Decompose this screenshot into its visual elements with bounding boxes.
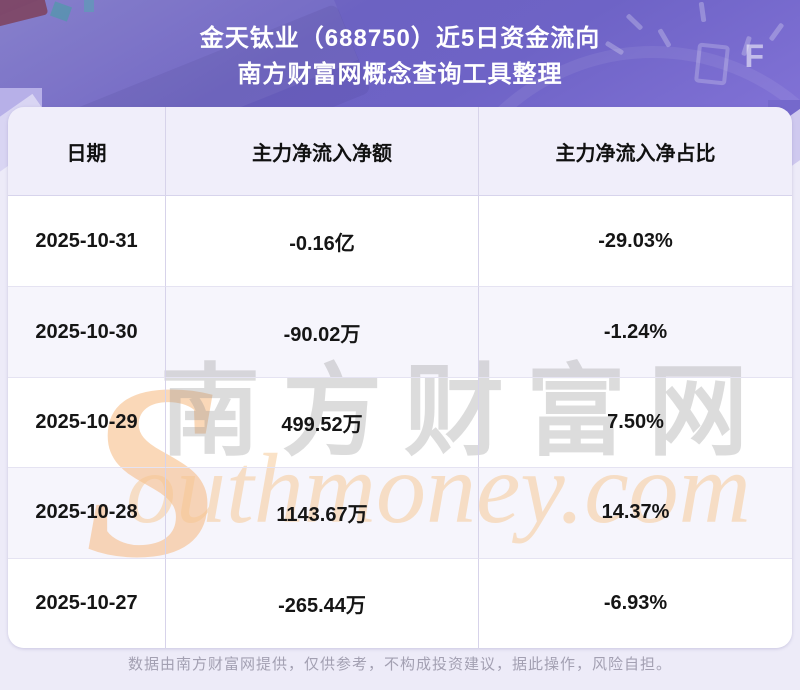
cell-date: 2025-10-31 — [35, 229, 138, 252]
gauge-tick — [604, 40, 625, 56]
column-header-ratio: 主力净流入净占比 — [478, 107, 792, 196]
page-title: 金天钛业（688750）近5日资金流向 — [199, 25, 601, 52]
cell-inflow: 499.52万 — [165, 376, 478, 468]
cell-ratio: -1.24% — [478, 286, 792, 377]
fund-flow-table: 日期 主力净流入净额 主力净流入净占比 2025-10-31 -0.16亿 -2… — [8, 107, 792, 648]
row-bg — [8, 376, 792, 468]
cell-inflow: -90.02万 — [165, 286, 478, 377]
cell-ratio: -6.93% — [478, 557, 792, 648]
cell-date: 2025-10-29 — [8, 376, 165, 467]
fuel-pump-icon — [693, 42, 731, 86]
row-bg — [8, 286, 792, 377]
teal-photo-fleck — [49, 1, 73, 22]
cell-date: 2025-10-30 — [8, 286, 165, 376]
page-subtitle: 南方财富网概念查询工具整理 — [237, 61, 563, 88]
row-bg — [8, 196, 792, 287]
gauge-tick — [657, 28, 672, 48]
cell-inflow: -265.44万 — [165, 557, 478, 648]
fuel-gauge-arc — [426, 46, 800, 112]
gauge-tick — [625, 13, 644, 31]
table-row-backgrounds — [8, 107, 792, 648]
red-photo-fleck — [0, 0, 49, 28]
gauge-tick — [768, 22, 785, 42]
disclaimer-text: 数据由南方财富网提供，仅供参考，不构成投资建议，据此操作，风险自担。 — [127, 656, 672, 673]
header-row-bg — [8, 107, 792, 196]
row-bg — [8, 557, 792, 648]
gauge-f-label: F — [744, 38, 764, 74]
cell-date: 2025-10-28 — [8, 467, 165, 557]
keyboard-photo-shape — [0, 0, 359, 112]
cell-ratio: 14.37% — [478, 467, 792, 558]
cell-ratio: 7.50% — [478, 376, 792, 468]
row-bg — [8, 467, 792, 558]
gauge-tick — [698, 1, 707, 23]
cell-date: 2025-10-27 — [8, 557, 165, 648]
fund-flow-table-card: S 南方财富网 outhmoney.com 日期 主力净流入净额 主力净流入净占… — [8, 107, 792, 648]
column-header-inflow: 主力净流入净额 — [165, 107, 478, 196]
cell-inflow: -0.16亿 — [165, 196, 478, 287]
column-header-date: 日期 — [8, 107, 165, 196]
cell-inflow: 1143.67万 — [165, 467, 478, 558]
keyboard-photo-shadow — [48, 3, 372, 112]
gauge-tick — [741, 35, 752, 57]
hero-banner: F 金天钛业（688750）近5日资金流向 南方财富网概念查询工具整理 — [0, 0, 800, 112]
teal-photo-fleck-small — [84, 0, 94, 12]
cell-ratio: -29.03% — [478, 196, 792, 287]
